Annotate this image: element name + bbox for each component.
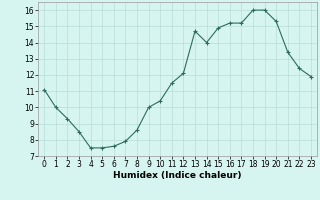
X-axis label: Humidex (Indice chaleur): Humidex (Indice chaleur) xyxy=(113,171,242,180)
